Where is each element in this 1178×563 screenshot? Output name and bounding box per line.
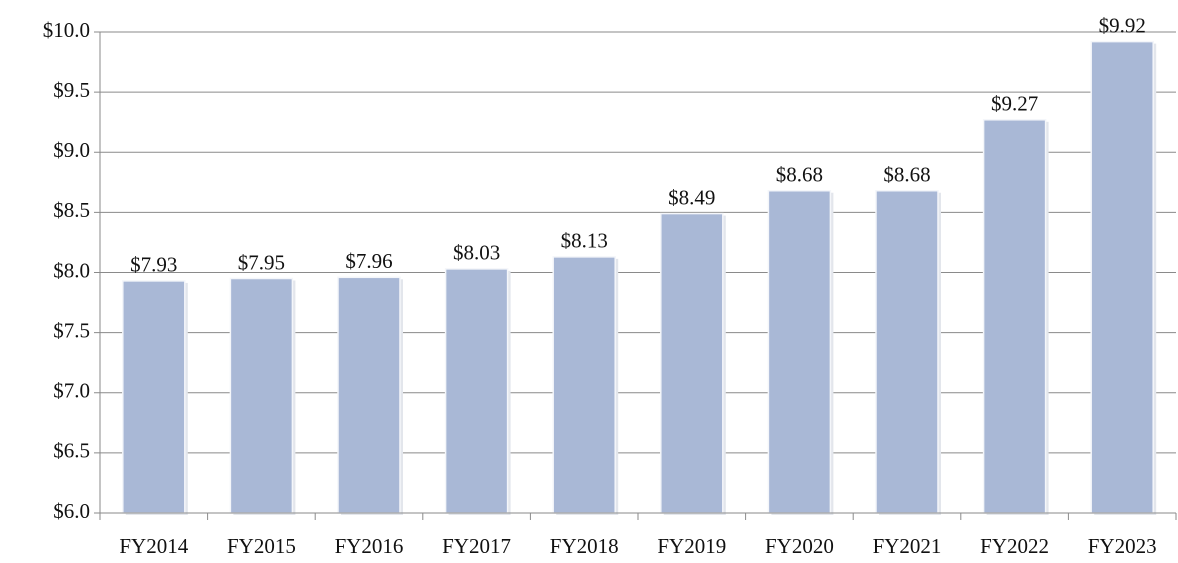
value-label: $7.96 — [345, 249, 392, 273]
x-tick-label: FY2014 — [119, 534, 188, 558]
y-tick-label: $10.0 — [43, 18, 90, 42]
y-tick-label: $7.5 — [53, 318, 90, 342]
bar — [552, 256, 616, 514]
y-tick-label: $9.5 — [53, 78, 90, 102]
value-label: $7.95 — [238, 250, 285, 274]
y-tick-label: $9.0 — [53, 138, 90, 162]
bar — [660, 212, 724, 514]
bar — [229, 277, 294, 514]
x-tick-label: FY2016 — [335, 534, 404, 558]
value-label: $8.13 — [561, 229, 608, 253]
y-tick-label: $6.5 — [53, 439, 90, 463]
y-tick-label: $6.0 — [53, 499, 90, 523]
bar — [337, 276, 401, 514]
bar — [982, 119, 1047, 514]
bar — [444, 268, 509, 514]
bar — [767, 189, 832, 514]
x-tick-label: FY2015 — [227, 534, 296, 558]
value-label: $8.68 — [883, 163, 930, 187]
bar — [122, 280, 186, 514]
x-tick-label: FY2020 — [765, 534, 834, 558]
y-tick-label: $7.0 — [53, 379, 90, 403]
value-label: $9.27 — [991, 92, 1038, 116]
value-label: $8.68 — [776, 163, 823, 187]
bar — [1090, 40, 1154, 514]
value-label: $8.03 — [453, 241, 500, 265]
value-label: $7.93 — [130, 253, 177, 277]
x-tick-label: FY2023 — [1088, 534, 1157, 558]
x-tick-label: FY2018 — [550, 534, 619, 558]
y-tick-label: $8.5 — [53, 198, 90, 222]
y-tick-label: $8.0 — [53, 258, 90, 282]
value-label: $9.92 — [1099, 13, 1146, 37]
x-tick-label: FY2017 — [442, 534, 511, 558]
value-label: $8.49 — [668, 185, 715, 209]
x-tick-label: FY2021 — [873, 534, 942, 558]
x-tick-label: FY2019 — [657, 534, 726, 558]
bar — [875, 189, 939, 514]
x-tick-label: FY2022 — [980, 534, 1049, 558]
